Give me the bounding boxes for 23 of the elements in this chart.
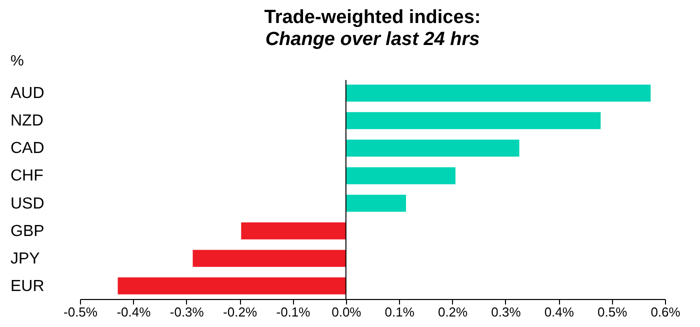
x-tick-label: -0.5%: [64, 304, 98, 320]
x-tick-label: 0.5%: [598, 304, 628, 320]
y-axis-title: %: [10, 52, 24, 70]
x-tick-label: 0.3%: [491, 304, 522, 320]
y-tick-label: NZD: [10, 112, 44, 130]
x-tick-label: 0.2%: [438, 304, 468, 320]
x-tick-label: 0.6%: [650, 304, 681, 320]
y-tick-label: CHF: [10, 168, 44, 185]
x-tick-label: -0.2%: [223, 304, 258, 320]
x-tick-label: 0.0%: [332, 304, 362, 320]
y-tick-label: EUR: [10, 278, 44, 295]
x-tick-label: 0.1%: [384, 304, 415, 320]
y-tick-label: USD: [10, 195, 44, 212]
x-tick-label: -0.4%: [116, 304, 152, 320]
x-tick-label: 0.4%: [544, 304, 574, 320]
y-tick-label: JPY: [10, 250, 40, 268]
y-tick-label: GBP: [10, 222, 44, 240]
chart-title: Trade-weighted indices:: [264, 7, 481, 28]
y-tick-label: CAD: [10, 140, 44, 158]
x-tick-label: -0.1%: [276, 304, 311, 320]
y-tick-label: AUD: [10, 85, 44, 102]
chart-subtitle: Change over last 24 hrs: [265, 29, 480, 50]
x-tick-label: -0.3%: [170, 304, 204, 320]
